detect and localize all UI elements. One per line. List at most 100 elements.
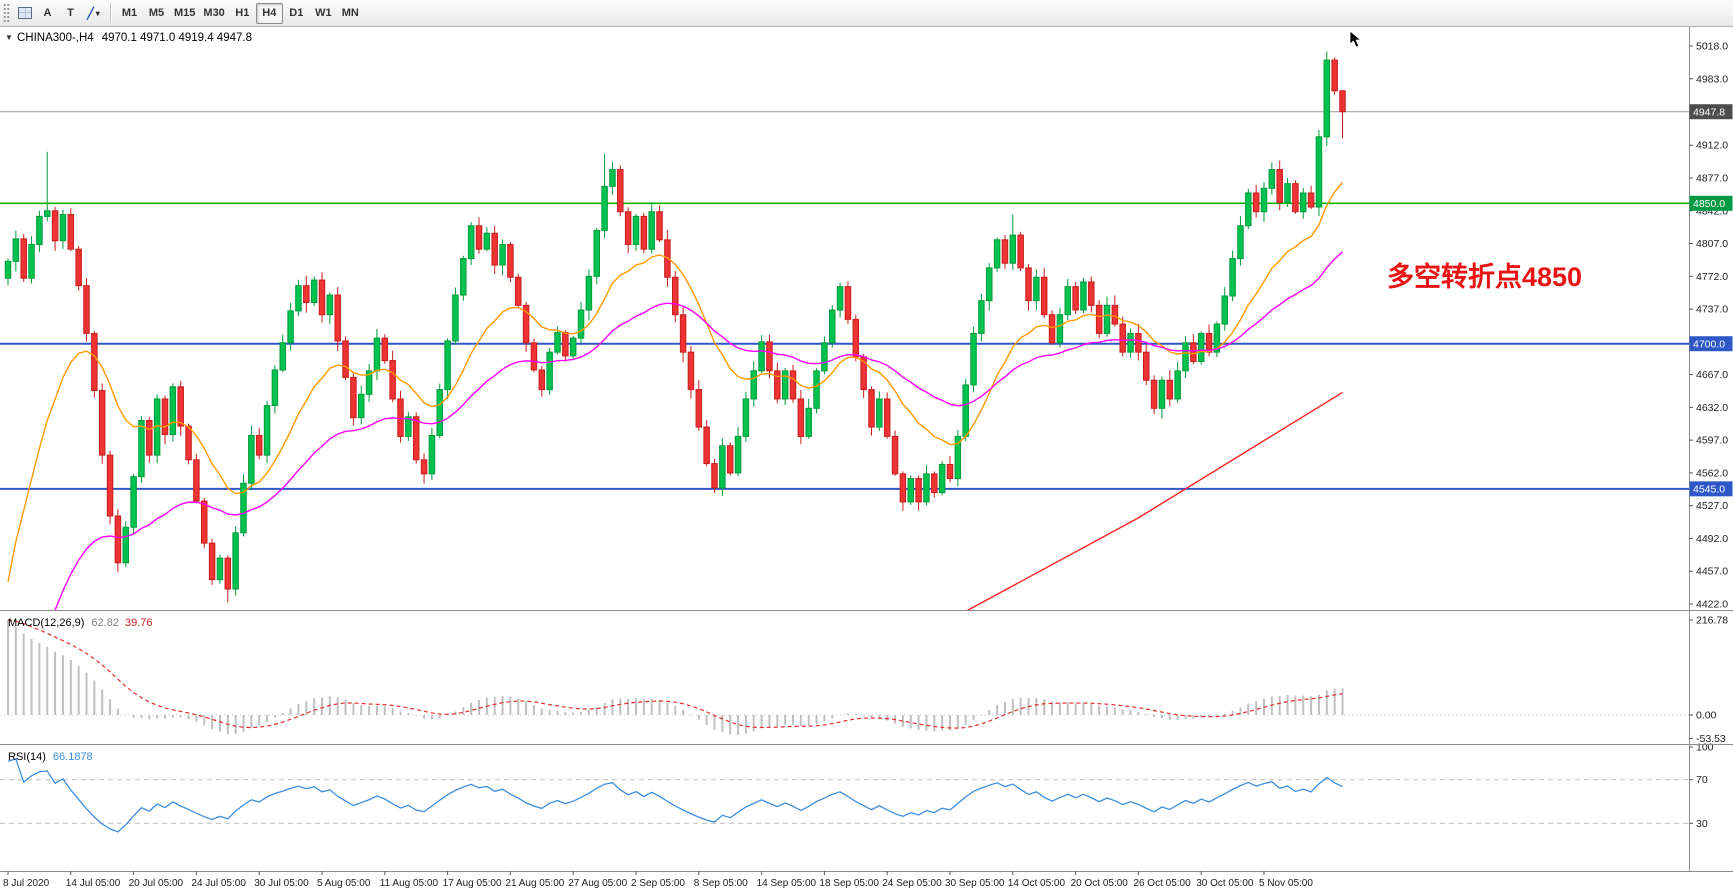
price-badge-label: 4947.8 xyxy=(1693,107,1725,119)
price-tick-label: 4667.0 xyxy=(1696,369,1728,381)
price-tick-label: 4492.0 xyxy=(1696,533,1728,545)
candle-body xyxy=(876,398,883,428)
macd-axis-label: -53.53 xyxy=(1696,733,1726,745)
candle-body xyxy=(1080,281,1087,311)
candle-body xyxy=(1182,342,1189,372)
candle-body xyxy=(436,389,443,436)
long-trend-ma-line xyxy=(966,391,1343,610)
candle-body xyxy=(444,340,451,391)
price-tick-label: 4983.0 xyxy=(1696,73,1728,85)
text-label-tool-button[interactable]: A xyxy=(36,3,59,24)
time-axis[interactable]: 8 Jul 2020 14 Jul 05:00 20 Jul 05:00 24 Jul… xyxy=(0,871,1733,889)
candle-body xyxy=(522,304,530,344)
candle-body xyxy=(499,243,506,266)
price-badge xyxy=(1689,336,1733,352)
time-tick-label: 5 Nov 05:00 xyxy=(1259,878,1313,889)
rsi-panel-plot xyxy=(0,758,1689,833)
trendline-icon: ╱ xyxy=(87,7,94,20)
candle-body xyxy=(1221,295,1228,325)
candle-body xyxy=(1119,323,1126,353)
candle-body xyxy=(577,309,585,339)
candle-body xyxy=(1315,136,1323,208)
timeframe-m1-button[interactable]: M1 xyxy=(116,3,143,24)
type-tool-button[interactable]: T xyxy=(59,3,82,24)
symbol-collapse-icon[interactable]: ▼ xyxy=(5,33,13,42)
candle-body xyxy=(405,416,412,437)
price-tick-label: 4562.0 xyxy=(1696,467,1728,479)
chart-window-button[interactable] xyxy=(13,3,36,24)
toolbar-separator xyxy=(110,3,111,23)
time-tick-label: 14 Sep 05:00 xyxy=(757,878,817,889)
candle-body xyxy=(334,294,341,342)
candle-body xyxy=(907,478,914,503)
price-axis[interactable]: 5018.04983.04912.04877.04842.04807.04772… xyxy=(1689,27,1733,871)
candle-body xyxy=(122,526,129,564)
moving-average-lines xyxy=(7,182,1344,610)
macd-axis-label: 216.78 xyxy=(1696,615,1728,627)
candle-body xyxy=(1284,183,1291,203)
candlestick-series xyxy=(4,51,1346,603)
candle-body xyxy=(538,369,546,391)
candle-body xyxy=(36,215,43,245)
candle-body xyxy=(248,434,255,484)
candle-body xyxy=(515,276,522,306)
candle-body xyxy=(648,211,655,250)
candle-body xyxy=(593,229,600,277)
time-tick-label: 5 Aug 05:00 xyxy=(317,878,371,889)
candle-body xyxy=(59,214,67,242)
timeframe-h1-button[interactable]: H1 xyxy=(229,3,256,24)
macd-signal-value: 39.76 xyxy=(125,617,153,629)
candle-body xyxy=(774,370,781,400)
timeframe-m15-button[interactable]: M15 xyxy=(170,3,199,24)
rsi-axis-label: 30 xyxy=(1696,818,1708,830)
timeframe-m5-button[interactable]: M5 xyxy=(143,3,170,24)
candle-body xyxy=(365,370,373,395)
candle-body xyxy=(295,285,302,312)
candle-body xyxy=(530,342,538,371)
time-tick-label: 18 Sep 05:00 xyxy=(819,878,879,889)
candle-body xyxy=(632,215,640,245)
candle-body xyxy=(852,318,860,358)
candle-body xyxy=(1150,379,1158,409)
candle-body xyxy=(923,473,930,503)
rsi-indicator-label: RSI(14) 66.1878 xyxy=(8,751,93,763)
price-badge xyxy=(1689,195,1733,211)
candle-body xyxy=(1292,183,1299,213)
symbol-title: CHINA300-,H4 xyxy=(17,32,94,44)
candle-body xyxy=(216,557,224,581)
toolbar-grip-handle[interactable] xyxy=(3,3,10,23)
timeframe-w1-button[interactable]: W1 xyxy=(310,3,337,24)
candle-body xyxy=(915,478,922,503)
candle-body xyxy=(679,314,687,353)
candle-body xyxy=(1064,286,1071,316)
candle-body xyxy=(1135,332,1142,353)
candle-body xyxy=(1323,59,1331,138)
candle-body xyxy=(1339,90,1346,113)
candle-body xyxy=(585,275,593,311)
price-tick-label: 4422.0 xyxy=(1696,599,1728,611)
candle-body xyxy=(1252,192,1260,213)
candle-body xyxy=(1174,370,1181,400)
rsi-line xyxy=(7,758,1343,833)
shapes-dropdown-button[interactable]: ╱ ▾ xyxy=(82,3,105,24)
candle-body xyxy=(201,500,208,544)
chart-canvas[interactable]: 5018.04983.04912.04877.04842.04807.04772… xyxy=(0,27,1733,894)
macd-main-value: 62.82 xyxy=(91,617,119,629)
candle-body xyxy=(177,386,184,427)
candle-body xyxy=(318,279,326,316)
candle-body xyxy=(601,185,608,231)
candle-body xyxy=(232,532,239,590)
price-tick-label: 4877.0 xyxy=(1696,173,1728,185)
candle-body xyxy=(1190,342,1197,363)
candle-body xyxy=(970,332,977,386)
timeframe-mn-button[interactable]: MN xyxy=(337,3,364,24)
candle-body xyxy=(420,459,428,475)
time-tick-label: 21 Aug 05:00 xyxy=(505,878,564,889)
candle-body xyxy=(460,258,467,296)
timeframe-h4-button[interactable]: H4 xyxy=(255,2,283,24)
timeframe-d1-button[interactable]: D1 xyxy=(283,3,310,24)
candle-body xyxy=(373,337,381,372)
candle-body xyxy=(609,169,616,187)
timeframe-m30-button[interactable]: M30 xyxy=(199,3,228,24)
candle-body xyxy=(20,238,27,279)
